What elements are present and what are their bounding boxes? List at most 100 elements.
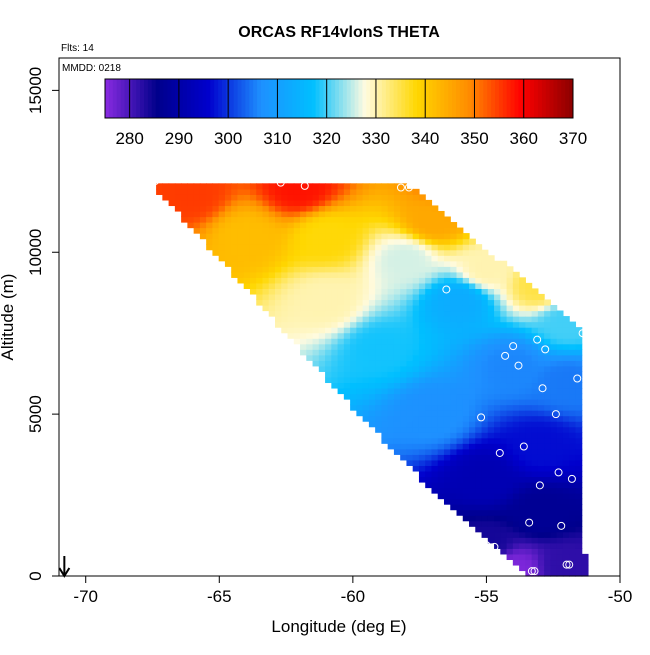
colorbar-segment [112,79,118,118]
heatmap-cell [562,481,570,489]
heatmap-cell [368,249,376,256]
heatmap-cell [406,271,414,278]
heatmap-cell [481,365,489,372]
heatmap-cell [381,266,389,273]
heatmap-cell [425,393,433,400]
colorbar-segment [350,79,356,118]
heatmap-cell [337,327,345,334]
heatmap-cell [224,183,232,190]
heatmap-cell [249,183,257,190]
heatmap-cell [431,399,439,406]
heatmap-cell [356,338,364,345]
heatmap-cell [206,227,214,234]
heatmap-cell [443,271,451,278]
heatmap-cell [343,365,351,372]
heatmap-cell [406,282,414,289]
heatmap-cell [544,526,551,533]
heatmap-cell [406,233,414,240]
heatmap-cell [375,222,382,229]
heatmap-cell [331,183,339,190]
heatmap-cell [381,399,389,406]
heatmap-cell [531,426,539,433]
heatmap-cell [494,443,501,450]
heatmap-cell [500,293,508,301]
heatmap-cell [393,371,401,378]
heatmap-cell [450,249,458,256]
heatmap-cell [337,382,345,389]
heatmap-cell [550,570,558,577]
colorbar-segment [144,79,149,118]
heatmap-cell [475,244,483,251]
heatmap-cell [512,316,520,323]
heatmap-cell [281,183,289,190]
heatmap-cell [575,498,583,505]
heatmap-cell [500,338,508,345]
heatmap-cell [387,327,395,334]
heatmap-cell [494,404,501,411]
heatmap-cell [406,404,414,411]
heatmap-cell [544,404,551,411]
heatmap-cell [406,255,414,262]
heatmap-cell [450,393,458,400]
heatmap-cell [537,553,545,561]
heatmap-cell [400,399,408,406]
heatmap-cell [431,349,439,356]
plot-frame [58,57,621,577]
heatmap-cell [199,199,207,207]
heatmap-cell [437,459,445,466]
heatmap-cell [494,299,501,306]
heatmap-cell [337,360,345,367]
heatmap-cell [475,299,483,306]
heatmap-cell [450,282,458,289]
heatmap-cell [306,354,314,361]
heatmap-cell [237,210,245,218]
heatmap-cell [256,205,264,212]
chart-title: ORCAS RF14vlonS THETA [238,24,440,41]
heatmap-cell [243,194,251,201]
heatmap-cell [375,205,382,212]
heatmap-cell [537,310,545,317]
heatmap-cell [506,293,514,301]
heatmap-cell [569,448,577,455]
heatmap-cell [418,404,426,411]
heatmap-cell [525,399,533,406]
heatmap-cell [300,210,307,218]
heatmap-cell [325,260,332,267]
heatmap-cell [337,205,345,212]
heatmap-cell [262,188,270,195]
heatmap-cell [550,399,558,406]
heatmap-cell [375,199,382,207]
colorbar-segment [292,79,297,118]
heatmap-cell [481,437,489,444]
heatmap-cell [362,338,370,345]
heatmap-cell [331,310,339,317]
heatmap-cell [337,282,345,289]
heatmap-cell [456,410,464,417]
heatmap-cell [512,332,520,339]
heatmap-cell [306,343,314,350]
heatmap-cell [537,504,545,511]
heatmap-cell [343,382,351,389]
heatmap-cell [318,304,326,312]
heatmap-cell [525,360,533,367]
heatmap-cell [249,233,257,240]
heatmap-cell [293,205,301,212]
heatmap-cell [506,365,514,372]
heatmap-cell [475,393,483,400]
heatmap-cell [525,509,533,516]
heatmap-cell [337,255,345,262]
heatmap-cell [431,376,439,384]
heatmap-cell [556,509,564,516]
heatmap-cell [556,371,564,378]
heatmap-cell [494,509,501,516]
heatmap-cell [525,448,533,455]
heatmap-cell [350,293,357,301]
heatmap-cell [537,332,545,339]
heatmap-cell [168,183,176,190]
heatmap-cell [362,188,370,195]
heatmap-cell [350,188,357,195]
heatmap-cell [375,354,382,361]
heatmap-cell [368,222,376,229]
heatmap-cell [550,321,558,328]
colorbar-segment [264,79,270,118]
